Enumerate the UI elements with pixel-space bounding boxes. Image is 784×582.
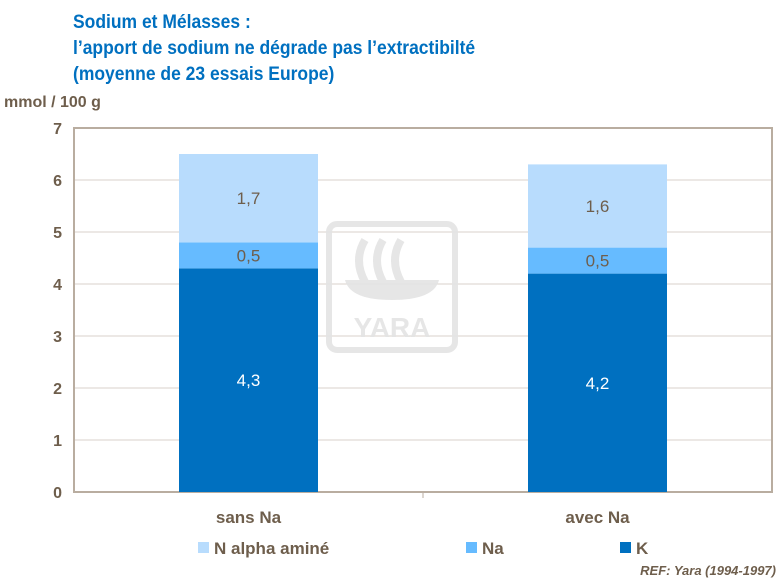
- data-label: 0,5: [586, 252, 610, 271]
- y-axis-label: mmol / 100 g: [4, 94, 101, 111]
- bar-na: [528, 247, 667, 274]
- y-tick-label: 5: [53, 225, 62, 242]
- legend-label: K: [636, 539, 649, 558]
- y-tick-label: 2: [53, 381, 62, 398]
- data-label: 1,7: [237, 189, 261, 208]
- legend-swatch: [198, 542, 209, 553]
- chart-title: Sodium et Mélasses : l’apport de sodium …: [73, 10, 475, 88]
- bar-n-alpha-aminé: [179, 154, 318, 243]
- svg-text:YARA: YARA: [354, 312, 431, 343]
- y-tick-label: 7: [53, 121, 62, 138]
- bar-k: [179, 268, 318, 492]
- bar-n-alpha-aminé: [528, 164, 667, 248]
- yara-watermark-logo: YARA: [326, 221, 458, 353]
- title-line-2: l’apport de sodium ne dégrade pas l’extr…: [73, 38, 476, 59]
- reference-note: REF: Yara (1994-1997): [640, 563, 776, 578]
- legend-label: Na: [482, 539, 504, 558]
- bar-na: [179, 242, 318, 269]
- y-tick-label: 0: [53, 485, 62, 502]
- legend-label: N alpha aminé: [214, 539, 329, 558]
- y-tick-label: 1: [53, 433, 62, 450]
- x-tick-label: avec Na: [565, 508, 630, 527]
- x-tick-label: sans Na: [216, 508, 282, 527]
- title-line-3: (moyenne de 23 essais Europe): [73, 64, 335, 85]
- data-label: 1,6: [586, 197, 610, 216]
- data-label: 4,2: [586, 374, 610, 393]
- y-tick-label: 4: [53, 277, 62, 294]
- y-tick-label: 3: [53, 329, 62, 346]
- plot-frame: [73, 127, 773, 493]
- legend-swatch: [466, 542, 477, 553]
- title-line-1: Sodium et Mélasses :: [73, 12, 251, 33]
- data-label: 4,3: [237, 371, 261, 390]
- bar-k: [528, 273, 667, 492]
- data-label: 0,5: [237, 246, 261, 265]
- y-tick-label: 6: [53, 173, 62, 190]
- legend-swatch: [620, 542, 631, 553]
